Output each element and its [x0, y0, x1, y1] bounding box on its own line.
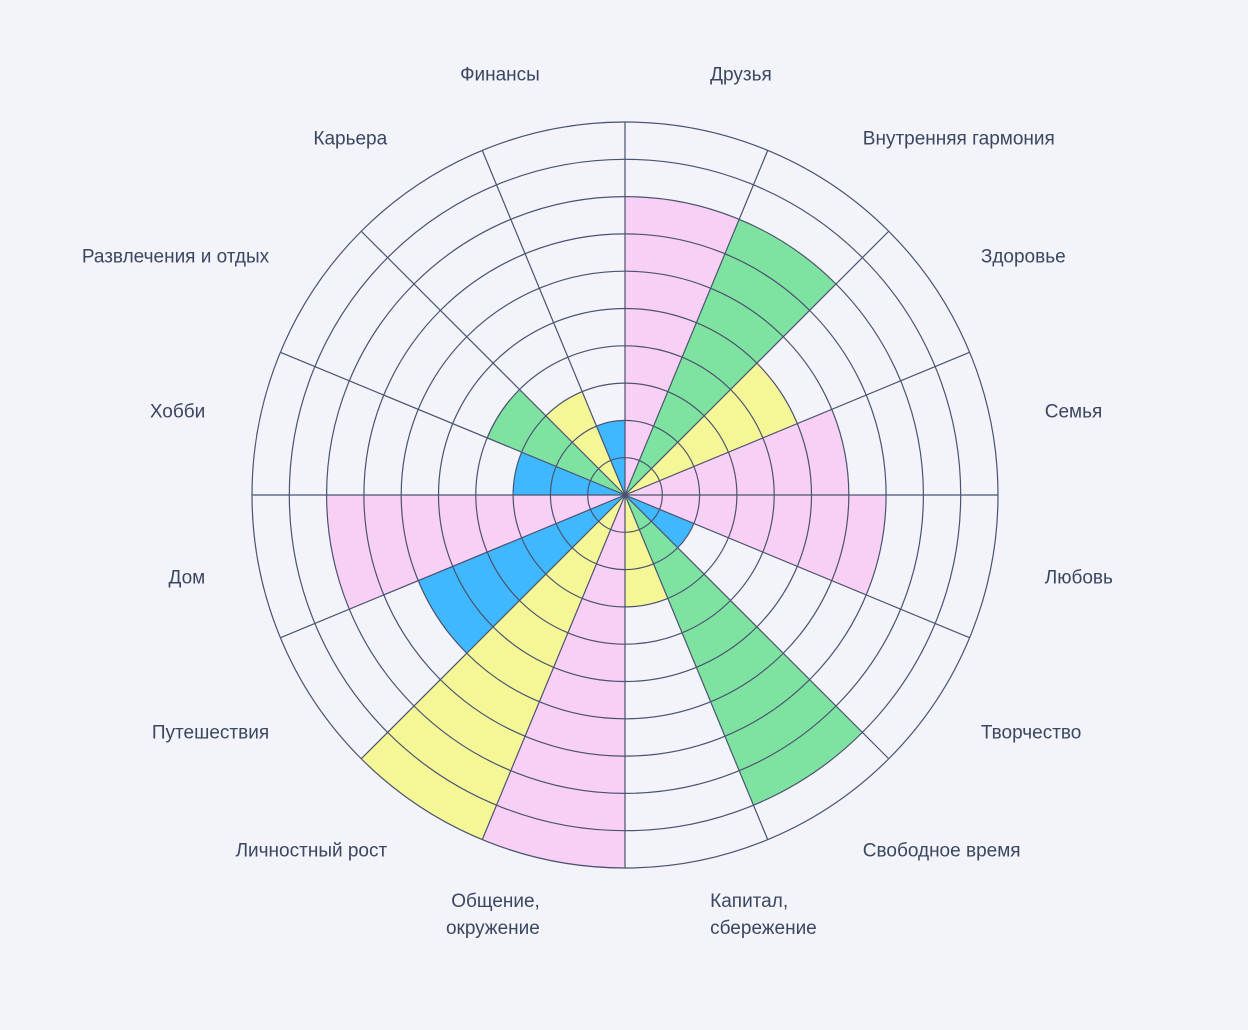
segment-label: Семья — [1044, 401, 1103, 422]
grid-spoke — [624, 150, 769, 496]
segment-label: Капитал, сбережение — [710, 890, 817, 939]
segment-bar — [625, 495, 668, 607]
segment-fills — [326, 196, 887, 869]
segment-bar — [625, 196, 740, 495]
segment-label: Друзья — [710, 64, 772, 86]
segment-bar — [625, 409, 849, 495]
segment-label: Хобби — [149, 401, 206, 422]
segment-bar — [482, 495, 625, 869]
segment-label: Любовь — [1044, 567, 1113, 589]
segment-bar — [625, 495, 694, 548]
grid-spoke — [360, 494, 626, 760]
segment-bar — [625, 495, 887, 595]
segment-label: Внутренняя гармония — [862, 128, 1055, 150]
grid-spoke — [360, 230, 626, 496]
grid-spoke — [624, 351, 970, 496]
segment-label: Развлечения и отдых — [81, 246, 270, 268]
grid-spoke — [624, 230, 890, 496]
segment-bar — [418, 495, 625, 654]
grid-spoke — [624, 494, 970, 639]
segment-label: Дом — [168, 567, 206, 589]
segment-bar — [625, 219, 837, 496]
segment-bar — [361, 495, 625, 840]
segment-label: Карьера — [313, 128, 388, 150]
segment-label: Финансы — [460, 64, 540, 86]
segment-label: Свободное время — [862, 840, 1021, 862]
segment-bar — [625, 495, 863, 806]
segment-label: Путешествия — [151, 722, 270, 744]
grid-spoke — [280, 351, 626, 496]
segment-bar — [545, 391, 625, 495]
grid-spoke — [481, 150, 626, 496]
grid-spoke — [280, 494, 626, 639]
segment-label: Здоровье — [980, 246, 1066, 268]
segment-label: Творчество — [980, 722, 1082, 744]
segment-bar — [326, 495, 625, 610]
segment-bar — [625, 363, 798, 495]
segment-label: Личностный рост — [235, 840, 388, 862]
segment-bar — [487, 389, 625, 495]
grid-lines — [251, 121, 999, 869]
segment-label: Общение, окружение — [445, 890, 540, 939]
grid-spoke — [624, 494, 769, 840]
grid-spoke — [624, 494, 890, 760]
segment-bar — [513, 452, 625, 495]
grid-spoke — [481, 494, 626, 840]
